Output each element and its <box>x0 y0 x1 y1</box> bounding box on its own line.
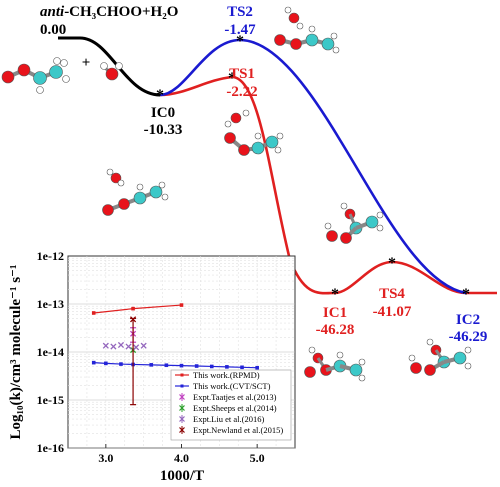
ts4-energy: -41.07 <box>373 304 412 320</box>
x-tick-label: 4.0 <box>174 451 189 465</box>
ts1-structure <box>224 109 284 156</box>
reactant-criegee-molecule <box>1 57 70 94</box>
data-point <box>179 303 184 307</box>
series-4 <box>102 341 147 351</box>
data-point <box>140 342 147 349</box>
inset-y-axis-label: Log₁₀(k)/cm³ molecule⁻¹ s⁻¹ <box>8 265 24 440</box>
ts1-pathway-curve <box>159 75 497 295</box>
ts4-structure <box>324 202 384 244</box>
series-5 <box>130 316 137 406</box>
inset-legend: This work.(RPMD)This work.(CVT/SCT)Expt.… <box>170 369 292 441</box>
x-tick-label: 5.0 <box>250 451 265 465</box>
ic0-label: IC0 <box>151 105 175 121</box>
legend-swatch <box>179 405 185 411</box>
legend-label: Expt.Liu et al.(2016) <box>193 414 264 424</box>
ic1-marker: * <box>331 286 339 303</box>
ts1-marker: * <box>228 70 236 87</box>
ic2-energy: -46.29 <box>449 329 488 345</box>
series-line <box>93 362 258 369</box>
ic2-label: IC2 <box>456 312 480 328</box>
legend-label: This work.(RPMD) <box>193 370 260 380</box>
series-0 <box>91 303 184 315</box>
data-point <box>164 363 169 368</box>
ic1-label: IC1 <box>323 305 347 321</box>
data-point <box>119 362 123 366</box>
rate-constant-inset-chart: 1e-12 1e-13 1e-14 1e-15 1e-16 3.0 4.0 5.0 This… <box>8 249 296 484</box>
ic0-marker: * <box>156 87 164 104</box>
ts4-label: TS4 <box>379 286 405 302</box>
ts4-marker: * <box>388 255 396 272</box>
title-reaction: -CH₃CHOO+H₂O <box>64 4 178 20</box>
y-tick-label: 1e-15 <box>37 393 64 407</box>
ic2-structure <box>408 338 472 376</box>
data-point <box>110 343 117 350</box>
data-point <box>225 365 229 369</box>
legend-swatch <box>179 427 185 433</box>
data-point <box>130 316 137 323</box>
inset-x-axis-label: 1000/T <box>160 468 204 484</box>
x-tick-label: 3.0 <box>98 451 113 465</box>
molecules <box>1 6 472 382</box>
reactant-to-ic0-curve <box>58 36 161 97</box>
ts2-energy: -1.47 <box>224 22 256 38</box>
inset-y-ticks: 1e-12 1e-13 1e-14 1e-15 1e-16 <box>37 249 64 455</box>
data-point <box>104 361 108 366</box>
data-point <box>240 365 244 370</box>
ts2-pathway-curve <box>159 38 467 295</box>
legend-label: Expt.Sheeps et al.(2014) <box>193 403 277 413</box>
ic0-energy: -10.33 <box>144 122 183 138</box>
legend-label: Expt.Newland et al.(2015) <box>193 425 283 435</box>
legend-label: Expt.Taatjes et al.(2013) <box>193 392 277 402</box>
legend-swatch <box>180 384 184 388</box>
inset-series <box>91 303 259 406</box>
ts2-label: TS2 <box>227 4 253 20</box>
data-point <box>91 360 96 365</box>
legend-box <box>170 369 292 441</box>
y-tick-label: 1e-12 <box>37 249 64 263</box>
legend-swatch <box>179 394 185 400</box>
plus-sign: + <box>82 55 91 71</box>
inset-x-ticks: 3.0 4.0 5.0 <box>98 444 265 465</box>
ic2-marker: * <box>462 286 470 303</box>
reactant-energy: 0.00 <box>40 22 66 38</box>
legend-label: This work.(CVT/SCT) <box>193 381 271 391</box>
ic1-energy: -46.28 <box>316 322 355 338</box>
legend-swatch <box>179 416 185 422</box>
data-point <box>209 364 214 369</box>
data-point <box>179 363 184 368</box>
data-point <box>125 343 132 350</box>
data-point <box>117 341 125 349</box>
ts1-energy: -2.22 <box>226 84 257 100</box>
y-tick-label: 1e-13 <box>37 297 64 311</box>
data-point <box>255 365 259 370</box>
y-tick-label: 1e-14 <box>37 345 64 359</box>
reactant-water-molecule <box>100 62 123 81</box>
y-tick-label: 1e-16 <box>37 441 64 455</box>
data-point <box>102 342 109 349</box>
data-point <box>194 364 199 368</box>
ic0-structure <box>102 168 169 216</box>
ts2-marker: * <box>236 33 244 50</box>
reaction-title: anti-CH₃CHOO+H₂O <box>40 4 178 20</box>
ic1-structure <box>304 346 366 382</box>
data-point <box>131 306 135 311</box>
data-point <box>133 344 140 351</box>
ts1-label: TS1 <box>229 66 255 82</box>
data-point <box>149 363 154 367</box>
legend-swatch <box>180 373 184 377</box>
ts2-structure <box>274 6 340 54</box>
title-italic: anti <box>40 4 65 20</box>
data-point <box>91 311 96 315</box>
